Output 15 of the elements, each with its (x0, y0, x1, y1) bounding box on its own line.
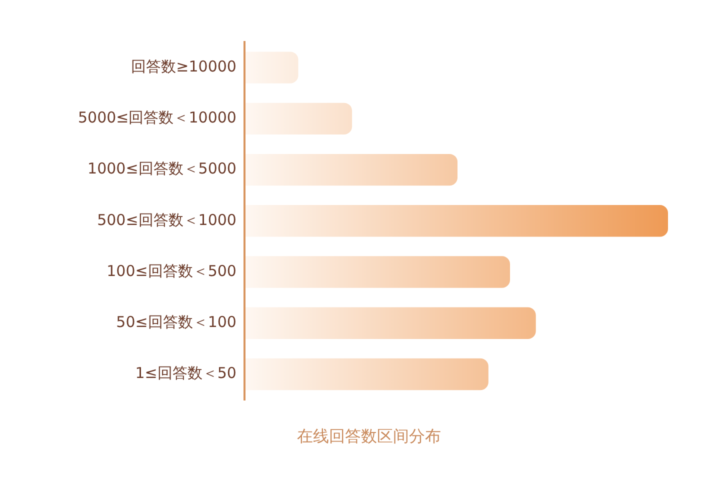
bar (244, 154, 458, 186)
y-tick-label: 1000≤回答数＜5000 (88, 160, 236, 178)
bar (244, 358, 488, 390)
y-tick-label: 50≤回答数＜100 (116, 313, 236, 332)
bar (244, 256, 510, 288)
text: 在线回答数区间分布 (297, 426, 441, 446)
bar (244, 52, 298, 84)
y-tick-label: 回答数≥10000 (131, 57, 236, 76)
bar (244, 307, 536, 339)
y-tick-label: 1≤回答数＜50 (135, 364, 236, 382)
y-tick-label: 100≤回答数＜500 (106, 262, 236, 280)
y-tick-label: 500≤回答数＜1000 (97, 210, 236, 229)
y-tick-label: 5000≤回答数＜10000 (78, 108, 236, 127)
bar (244, 205, 668, 237)
bar (244, 102, 352, 135)
